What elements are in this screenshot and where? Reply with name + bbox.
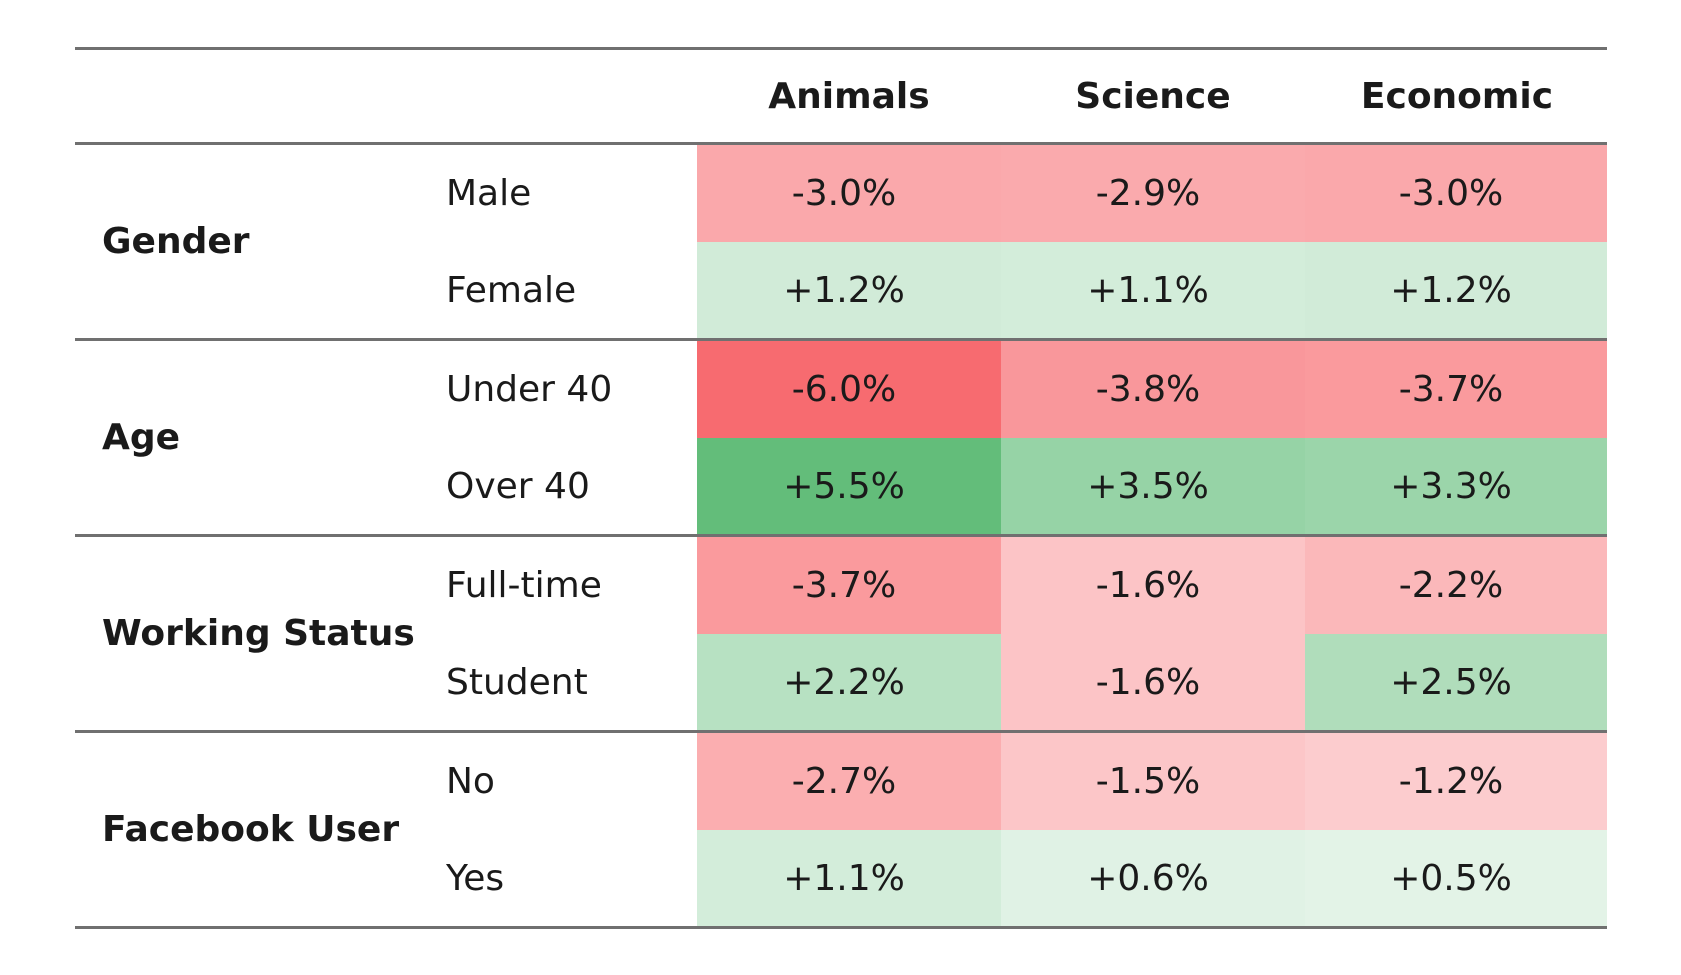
heatmap-cell: -1.5% bbox=[1001, 733, 1305, 830]
heatmap-cell: +5.5% bbox=[697, 438, 1001, 534]
heatmap-cell: +2.5% bbox=[1305, 634, 1607, 730]
table-row: No -2.7% -1.5% -1.2% bbox=[75, 733, 1607, 830]
heatmap-cell: -2.9% bbox=[1001, 145, 1305, 242]
table-row: Student +2.2% -1.6% +2.5% bbox=[75, 634, 1607, 730]
heatmap-cell: +2.2% bbox=[697, 634, 1001, 730]
group-label: Working Status bbox=[102, 613, 415, 654]
table-row: Male -3.0% -2.9% -3.0% bbox=[75, 145, 1607, 242]
group-label: Age bbox=[102, 417, 181, 458]
table-row: Female +1.2% +1.1% +1.2% bbox=[75, 242, 1607, 338]
table-header-row: Animals Science Economic bbox=[75, 47, 1607, 145]
heatmap-cell: -3.0% bbox=[1305, 145, 1607, 242]
row-group-working-status: Full-time -3.7% -1.6% -2.2% Student +2.2… bbox=[75, 537, 1607, 733]
heatmap-cell: -3.8% bbox=[1001, 341, 1305, 438]
row-group-facebook-user: No -2.7% -1.5% -1.2% Yes +1.1% +0.6% +0.… bbox=[75, 733, 1607, 929]
heatmap-cell: -2.2% bbox=[1305, 537, 1607, 634]
row-label: Over 40 bbox=[446, 465, 590, 507]
column-header-economic: Economic bbox=[1360, 75, 1554, 117]
heatmap-table: Animals Science Economic Male -3.0% -2.9… bbox=[75, 47, 1607, 929]
table-row: Full-time -3.7% -1.6% -2.2% bbox=[75, 537, 1607, 634]
heatmap-cell: -1.6% bbox=[1001, 537, 1305, 634]
row-label: No bbox=[446, 761, 495, 802]
heatmap-cell: -3.7% bbox=[1305, 341, 1607, 438]
row-group-age: Under 40 -6.0% -3.8% -3.7% Over 40 +5.5%… bbox=[75, 341, 1607, 537]
heatmap-cell: -3.0% bbox=[697, 145, 1001, 242]
heatmap-cell: +3.5% bbox=[1001, 438, 1305, 534]
row-label: Yes bbox=[446, 857, 505, 899]
heatmap-cell: -1.6% bbox=[1001, 634, 1305, 730]
heatmap-cell: +0.6% bbox=[1001, 830, 1305, 926]
table-row: Over 40 +5.5% +3.5% +3.3% bbox=[75, 438, 1607, 534]
column-header-science: Science bbox=[1075, 75, 1231, 117]
heatmap-cell: +1.1% bbox=[1001, 242, 1305, 338]
table-row: Under 40 -6.0% -3.8% -3.7% bbox=[75, 341, 1607, 438]
group-label: Facebook User bbox=[102, 809, 400, 850]
heatmap-cell: +1.2% bbox=[1305, 242, 1607, 338]
heatmap-cell: -1.2% bbox=[1305, 733, 1607, 830]
table-row: Yes +1.1% +0.6% +0.5% bbox=[75, 830, 1607, 926]
row-label: Student bbox=[446, 661, 588, 703]
heatmap-cell: -6.0% bbox=[697, 341, 1001, 438]
heatmap-cell: -3.7% bbox=[697, 537, 1001, 634]
heatmap-cell: -2.7% bbox=[697, 733, 1001, 830]
heatmap-cell: +1.1% bbox=[697, 830, 1001, 926]
row-label: Full-time bbox=[446, 565, 602, 606]
heatmap-cell: +3.3% bbox=[1305, 438, 1607, 534]
group-label: Gender bbox=[102, 221, 250, 262]
row-label: Under 40 bbox=[446, 369, 613, 410]
heatmap-cell: +1.2% bbox=[697, 242, 1001, 338]
heatmap-cell: +0.5% bbox=[1305, 830, 1607, 926]
row-label: Female bbox=[446, 269, 577, 311]
column-header-animals: Animals bbox=[768, 75, 930, 117]
row-label: Male bbox=[446, 173, 532, 214]
row-group-gender: Male -3.0% -2.9% -3.0% Female +1.2% +1.1… bbox=[75, 145, 1607, 341]
